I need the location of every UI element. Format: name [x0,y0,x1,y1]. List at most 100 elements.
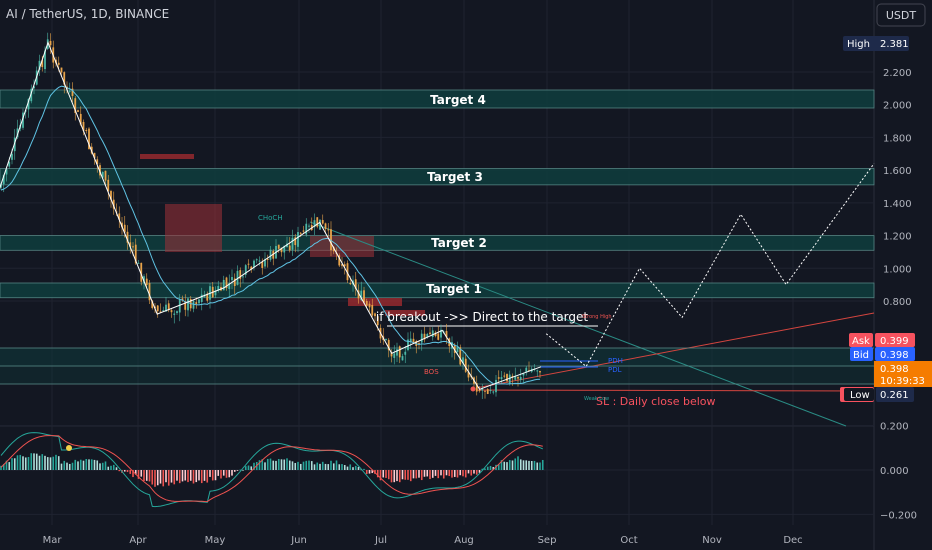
candle-body [420,333,423,343]
signal-line [0,435,543,503]
x-tick-label: Dec [783,535,802,546]
histogram-bar [272,460,275,470]
y-tick-label: 1.000 [883,264,912,275]
candle-body [343,264,346,267]
candle-body [511,375,514,377]
candle-body [118,213,121,220]
candle-body [49,40,52,46]
candle-body [467,371,470,378]
ascending-resistance-line [475,312,875,389]
histogram-bar [299,463,302,470]
currency-button[interactable]: USDT [876,3,926,27]
histogram-bar [393,470,396,483]
histogram-bar [57,456,60,470]
histogram-bar [68,463,71,470]
histogram-bar [266,458,269,470]
countdown-timer: 10:39:33 [880,376,925,387]
histogram-bar [49,457,52,470]
candle-body [242,276,244,278]
histogram-bar [156,470,159,486]
axis-ticks: Mar Apr May Jun Jul Aug Sep Oct Nov Dec 2.200 2.000… [43,68,917,546]
histogram-bar [321,461,324,470]
histogram-bar [385,470,387,478]
candle-body [126,231,129,243]
histogram-bar [35,453,38,470]
histogram-bar [16,455,19,470]
histogram-bar [316,462,319,470]
high-tag: High 2.381 [843,36,909,51]
histogram-bar [137,470,140,479]
osc-tick-label: 0.000 [880,466,909,477]
last-price-tag: 0.398 10:39:33 [874,361,932,387]
histogram-bar [154,470,156,487]
candle-body [165,304,167,312]
histogram-bar [387,470,390,480]
candle-body [407,339,409,351]
histogram-bar [484,468,486,470]
candle-body [418,342,420,344]
candle-body [302,230,305,232]
histogram-bar [473,470,475,474]
candle-body [464,358,467,372]
histogram-bar [261,459,264,470]
histogram-bar [418,470,420,478]
histogram-bar [5,460,8,470]
candle-body [178,299,181,313]
candle-body [222,279,225,291]
oscillator-pane [0,432,545,508]
low-tag: Low 0.261 [840,387,914,402]
histogram-bar [390,470,393,483]
candle-body [459,347,462,365]
candle-body [475,383,478,392]
histogram-bar [13,458,16,470]
candle-body [236,270,239,285]
histogram-bar [167,470,170,486]
histogram-bar [420,470,423,481]
histogram-bar [222,470,225,476]
candle-body [79,113,82,125]
candle-body [517,376,519,379]
last-price-value: 0.398 [880,364,909,375]
candle-body [519,377,522,380]
histogram-bar [90,459,93,470]
candle-body [176,311,178,314]
histogram-bar [52,456,55,470]
candle-body [71,88,74,96]
histogram-bar [489,465,492,470]
candle-body [398,346,401,358]
candle-body [390,352,393,357]
candle-body [143,276,145,283]
pdl-label: PDL [608,366,622,374]
histogram-bar [280,459,283,470]
projection-line [545,163,875,368]
candle-body [321,220,324,224]
candle-body [68,90,71,92]
y-tick-label: 1.600 [883,166,912,177]
histogram-bar [126,470,129,473]
candle-body [294,237,297,246]
histogram-bar [528,460,530,470]
candle-body [412,338,415,344]
histogram-bar [173,470,176,485]
order-block [140,154,194,159]
histogram-bar [44,455,46,470]
macd-line [0,432,543,508]
candle-body [357,290,360,299]
histogram-bar [341,464,343,470]
candle-body [198,299,200,304]
histogram-bar [181,470,184,482]
histogram-bar [74,459,77,470]
candle-body [57,62,60,65]
histogram-bar [536,462,539,470]
bos-label: BOS [424,368,439,376]
candle-body [387,339,390,351]
candle-body [239,270,242,279]
histogram-bar [522,460,525,470]
candle-body [134,244,137,264]
histogram-bar [530,460,533,470]
target-4-label: Target 4 [430,93,486,107]
histogram-bar [459,470,462,476]
x-tick-label: Aug [454,535,474,546]
price-series-line [0,41,542,390]
